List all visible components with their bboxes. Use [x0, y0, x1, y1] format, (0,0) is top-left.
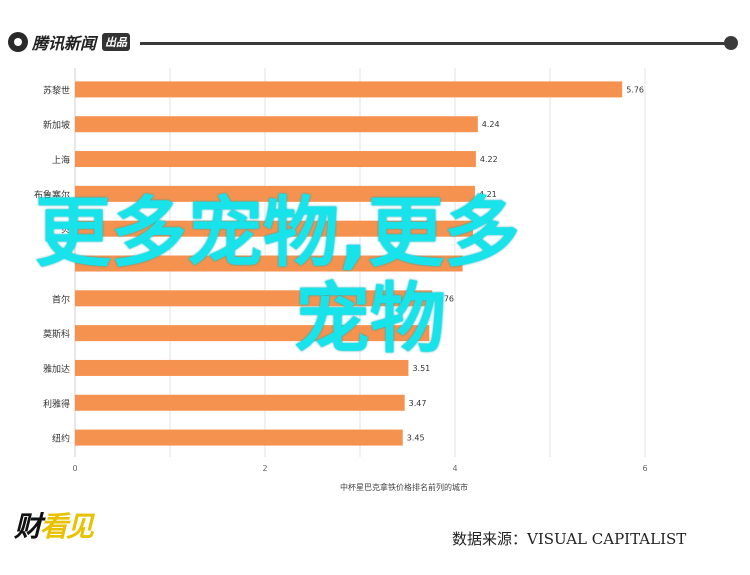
- bar: [75, 116, 478, 133]
- footer-brand-logo: 财看见: [14, 505, 94, 545]
- category-label: 首尔: [52, 293, 70, 305]
- category-label: 莫斯科: [43, 328, 70, 340]
- bar: [75, 325, 430, 342]
- data-label: 4.21: [479, 190, 497, 199]
- header: 腾讯新闻 出品: [0, 0, 750, 70]
- category-label: 利雅得: [43, 398, 70, 410]
- tencent-logo-icon: [8, 32, 28, 52]
- footer-brand-accent: 看见: [40, 510, 94, 543]
- bar-chart: 苏黎世 5.76 新加坡 4.24 上海 4.22 布鲁塞尔 4.21 贝首尔 3.76 莫斯科雅加…: [34, 68, 648, 492]
- bar: [75, 394, 405, 411]
- bar: [75, 359, 409, 376]
- x-tick-label: 4: [452, 464, 457, 473]
- x-axis-label: 中杯星巴克拿铁价格排名前列的城市: [340, 482, 468, 492]
- x-tick-label: 6: [642, 464, 647, 473]
- footer-brand-main: 财: [14, 510, 42, 543]
- bar: [75, 255, 463, 272]
- header-divider: [140, 42, 730, 45]
- category-label: 雅加达: [43, 363, 70, 375]
- header-dot: [724, 36, 738, 50]
- category-label: 布鲁塞尔: [34, 189, 70, 201]
- data-label: 3.51: [412, 364, 430, 373]
- data-source: 数据来源：VISUAL CAPITALIST: [452, 530, 687, 548]
- category-label: 上海: [52, 154, 70, 166]
- category-label: 贝: [61, 225, 70, 236]
- logo-text: 腾讯新闻: [32, 34, 97, 53]
- category-label: 新加坡: [43, 119, 70, 131]
- data-label: 3.76: [436, 294, 454, 303]
- bar: [75, 290, 433, 307]
- category-label: 纽约: [52, 433, 70, 445]
- data-label: 5.76: [626, 85, 644, 94]
- data-label: 3.47: [409, 399, 427, 408]
- x-tick-label: 2: [262, 464, 267, 473]
- data-label: 4.22: [480, 155, 498, 164]
- bar: [75, 81, 623, 98]
- tencent-news-logo: 腾讯新闻 出品: [8, 30, 131, 54]
- data-label: 3.45: [407, 434, 425, 443]
- bar: [75, 429, 403, 446]
- bar: [75, 220, 474, 237]
- bar: [75, 151, 476, 168]
- x-tick-label: 0: [72, 464, 77, 473]
- data-label: 4.24: [482, 120, 500, 129]
- bar: [75, 185, 475, 202]
- logo-badge: 出品: [102, 33, 131, 51]
- category-label: 苏黎世: [43, 84, 70, 96]
